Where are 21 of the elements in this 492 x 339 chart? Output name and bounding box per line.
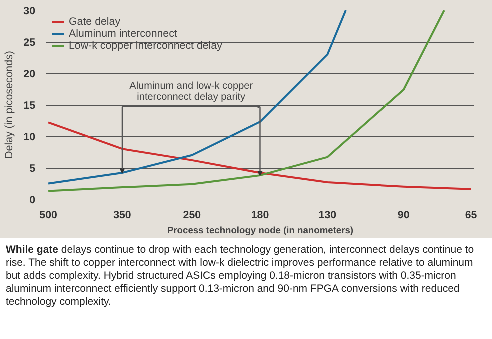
legend-label: Low-k copper interconnect delay — [69, 40, 222, 52]
x-tick-label: 90 — [398, 210, 410, 222]
x-tick-label: 350 — [114, 210, 132, 222]
x-tick-label: 130 — [318, 210, 337, 222]
y-axis-title: Delay (in picoseconds) — [4, 51, 16, 159]
y-tick-label: 10 — [24, 132, 36, 144]
y-tick-label: 0 — [30, 194, 36, 206]
y-tick-label: 30 — [24, 6, 36, 18]
x-axis-title: Process technology node (in nanometers) — [167, 226, 354, 236]
annotation: Aluminum and low-k copper interconnect delay parity — [130, 80, 254, 103]
x-tick-label: 500 — [40, 210, 58, 222]
legend-label: Gate delay — [69, 16, 121, 28]
legend-label: Aluminum interconnect — [69, 28, 178, 40]
x-tick-label: 65 — [465, 210, 478, 222]
y-tick-label: 20 — [24, 68, 36, 80]
x-tick-label: 180 — [251, 210, 270, 222]
y-tick-label: 15 — [24, 100, 36, 112]
y-tick-label: 5 — [30, 163, 36, 175]
y-tick-label: 25 — [24, 37, 36, 49]
x-tick-label: 250 — [183, 210, 202, 222]
text: While gate delays continue to drop with each technology generation, interconnect delays continue to rise. The shift to copper interconnect with low-k dielectric improves performance relative to aluminum but adds complexity. Hybrid structured ASICs employing 0.18-micron transistors with 0.35-micron aluminum interconnect efficiently support 0.13-micron and 90-nm FPGA conversions with reduced technology complexity. — [6, 244, 476, 309]
